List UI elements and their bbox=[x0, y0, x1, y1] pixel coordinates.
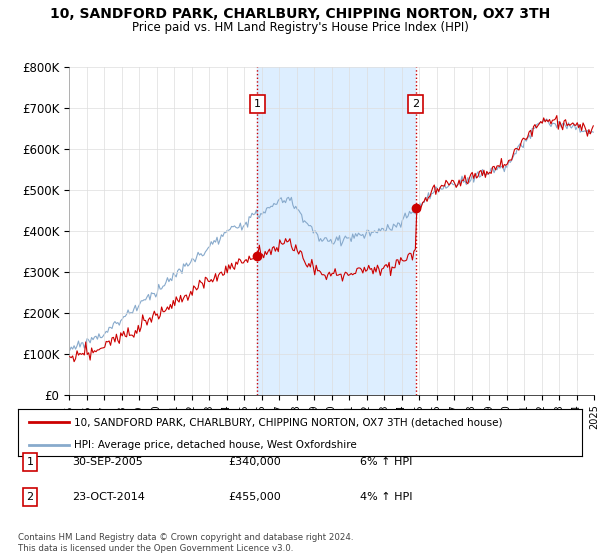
Text: £340,000: £340,000 bbox=[228, 457, 281, 467]
Text: 2: 2 bbox=[26, 492, 34, 502]
Text: 23-OCT-2014: 23-OCT-2014 bbox=[72, 492, 145, 502]
Text: 10, SANDFORD PARK, CHARLBURY, CHIPPING NORTON, OX7 3TH (detached house): 10, SANDFORD PARK, CHARLBURY, CHIPPING N… bbox=[74, 417, 503, 427]
Text: 2: 2 bbox=[412, 99, 419, 109]
Text: 10, SANDFORD PARK, CHARLBURY, CHIPPING NORTON, OX7 3TH: 10, SANDFORD PARK, CHARLBURY, CHIPPING N… bbox=[50, 7, 550, 21]
Text: 6% ↑ HPI: 6% ↑ HPI bbox=[360, 457, 412, 467]
Text: £455,000: £455,000 bbox=[228, 492, 281, 502]
Text: 30-SEP-2005: 30-SEP-2005 bbox=[72, 457, 143, 467]
Text: HPI: Average price, detached house, West Oxfordshire: HPI: Average price, detached house, West… bbox=[74, 440, 357, 450]
Bar bbox=[257, 67, 415, 395]
Text: 4% ↑ HPI: 4% ↑ HPI bbox=[360, 492, 413, 502]
Text: Contains HM Land Registry data © Crown copyright and database right 2024.
This d: Contains HM Land Registry data © Crown c… bbox=[18, 533, 353, 553]
Text: 1: 1 bbox=[254, 99, 260, 109]
Text: 1: 1 bbox=[26, 457, 34, 467]
Text: Price paid vs. HM Land Registry's House Price Index (HPI): Price paid vs. HM Land Registry's House … bbox=[131, 21, 469, 34]
